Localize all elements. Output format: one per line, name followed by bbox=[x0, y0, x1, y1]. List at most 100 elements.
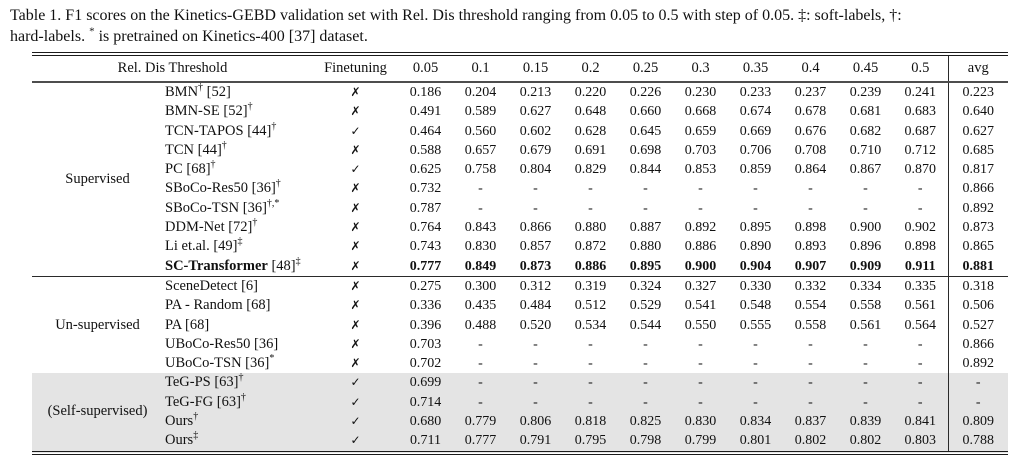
check-icon: ✓ bbox=[350, 375, 361, 390]
col-header-0.5: 0.5 bbox=[893, 54, 948, 83]
col-header-0.1: 0.1 bbox=[453, 54, 508, 83]
score-cell: 0.711 bbox=[410, 433, 441, 449]
table-row: DDM-Net [72]† ✗ 0.764 0.843 0.866 0.880 0.887 0… bbox=[32, 217, 1008, 238]
score-cell: 0.680 bbox=[409, 414, 442, 430]
score-cell: 0.233 bbox=[739, 85, 772, 100]
score-cell: 0.681 bbox=[849, 104, 882, 120]
score-cell: 0.896 bbox=[849, 239, 882, 255]
col-header-0.05: 0.05 bbox=[398, 54, 453, 83]
score-cell: 0.529 bbox=[629, 298, 662, 314]
score-cell: - bbox=[643, 336, 648, 352]
score-cell: 0.484 bbox=[519, 298, 552, 314]
cross-icon: ✗ bbox=[350, 220, 361, 235]
avg-score-cell: 0.809 bbox=[947, 412, 1008, 432]
score-cell: 0.710 bbox=[849, 142, 882, 158]
method-superscript: † bbox=[247, 101, 253, 113]
score-cell: 0.804 bbox=[519, 162, 552, 178]
score-cell: 0.683 bbox=[904, 104, 937, 120]
table-row: UBoCo-Res50 [36] ✗ 0.703 - - - - - - - - - 0.866 bbox=[32, 334, 1008, 355]
score-cell: 0.669 bbox=[739, 123, 772, 139]
cross-icon: ✗ bbox=[350, 239, 361, 254]
score-cell: 0.802 bbox=[849, 433, 882, 449]
score-cell: 0.674 bbox=[739, 104, 772, 120]
score-cell: 0.837 bbox=[794, 414, 827, 430]
method-label: Ours† bbox=[165, 411, 199, 430]
avg-score-cell: 0.892 bbox=[947, 198, 1008, 219]
score-cell: 0.628 bbox=[574, 123, 607, 139]
method-label: DDM-Net [72]† bbox=[165, 217, 258, 236]
avg-score-cell: 0.873 bbox=[947, 218, 1008, 238]
score-cell: - bbox=[808, 394, 813, 410]
score-cell: - bbox=[643, 394, 648, 410]
score-cell: - bbox=[917, 356, 923, 372]
score-cell: 0.743 bbox=[409, 239, 442, 255]
score-cell: 0.239 bbox=[849, 85, 882, 100]
col-header-0.2: 0.2 bbox=[563, 54, 618, 83]
score-cell: 0.682 bbox=[849, 123, 882, 139]
score-cell: 0.561 bbox=[904, 298, 937, 314]
table-row: SC-Transformer [48]‡ ✗ 0.777 0.849 0.873 0.88… bbox=[32, 256, 1008, 277]
score-cell: - bbox=[588, 394, 593, 410]
score-cell: - bbox=[698, 181, 703, 197]
table-row: Ours‡ ✓ 0.711 0.777 0.791 0.795 0.798 0.799 0.80… bbox=[32, 431, 1008, 453]
score-cell: - bbox=[753, 200, 758, 216]
score-cell: - bbox=[478, 200, 483, 216]
score-cell: 0.220 bbox=[574, 85, 607, 100]
method-superscript: † bbox=[238, 372, 244, 384]
score-cell: - bbox=[478, 181, 483, 197]
score-cell: - bbox=[808, 375, 813, 391]
score-cell: - bbox=[533, 394, 538, 410]
score-cell: - bbox=[588, 200, 593, 216]
avg-score-cell: 0.685 bbox=[947, 140, 1008, 161]
score-cell: - bbox=[533, 181, 538, 197]
cross-icon: ✗ bbox=[313, 275, 398, 297]
score-cell: 0.795 bbox=[574, 433, 607, 449]
score-cell: 0.777 bbox=[464, 433, 497, 449]
cross-icon: ✗ bbox=[350, 317, 361, 332]
score-cell: - bbox=[863, 394, 868, 410]
method-label: SBoCo-Res50 [36]† bbox=[165, 178, 281, 197]
score-cell: 0.712 bbox=[904, 142, 937, 158]
group-label: Supervised bbox=[65, 170, 130, 187]
score-cell: 0.849 bbox=[464, 258, 497, 274]
header-row: Rel. Dis Threshold Finetuning 0.05 0.1 0… bbox=[32, 54, 1008, 83]
score-cell: - bbox=[917, 394, 923, 410]
score-cell: 0.841 bbox=[904, 414, 937, 430]
score-cell: 0.829 bbox=[574, 162, 607, 178]
table-header: Rel. Dis Threshold Finetuning 0.05 0.1 0… bbox=[32, 54, 1008, 83]
score-cell: 0.602 bbox=[519, 123, 552, 139]
score-cell: 0.900 bbox=[849, 220, 882, 236]
score-cell: 0.870 bbox=[904, 162, 937, 178]
score-cell: - bbox=[588, 181, 593, 197]
score-cell: 0.558 bbox=[849, 298, 882, 314]
col-header-0.15: 0.15 bbox=[508, 54, 563, 83]
group-label: Un-supervised bbox=[32, 275, 163, 374]
results-table: Rel. Dis Threshold Finetuning 0.05 0.1 0… bbox=[32, 52, 1008, 455]
score-cell: 0.657 bbox=[464, 142, 497, 158]
method-label: TCN-TAPOS [44]† bbox=[165, 120, 277, 139]
col-header-avg: avg bbox=[947, 54, 1008, 83]
score-cell: 0.204 bbox=[464, 85, 497, 100]
score-cell: 0.900 bbox=[684, 258, 717, 274]
table-row: PA - Random [68] ✗ 0.336 0.435 0.484 0.512 0.5… bbox=[32, 296, 1008, 316]
score-cell: 0.866 bbox=[519, 220, 552, 236]
score-cell: 0.544 bbox=[629, 317, 662, 333]
table-row: TCN [44]† ✗ 0.588 0.657 0.679 0.691 0.698 0.703… bbox=[32, 140, 1008, 161]
score-cell: - bbox=[588, 356, 593, 372]
score-cell: 0.890 bbox=[739, 239, 772, 255]
score-cell: - bbox=[533, 200, 538, 216]
score-cell: - bbox=[478, 336, 483, 352]
score-cell: 0.791 bbox=[519, 433, 552, 449]
score-cell: 0.779 bbox=[464, 414, 497, 430]
score-cell: 0.787 bbox=[409, 200, 442, 216]
score-cell: 0.237 bbox=[794, 85, 827, 100]
score-cell: - bbox=[698, 394, 703, 410]
cross-icon: ✗ bbox=[350, 336, 361, 351]
score-cell: 0.319 bbox=[563, 275, 618, 297]
col-header-0.25: 0.25 bbox=[618, 54, 673, 83]
score-cell: 0.226 bbox=[629, 85, 662, 100]
score-cell: 0.886 bbox=[684, 239, 717, 255]
table-row: PA [68] ✗ 0.396 0.488 0.520 0.534 0.544 0.550 0.… bbox=[32, 315, 1008, 335]
score-cell: - bbox=[643, 200, 648, 216]
score-cell: 0.558 bbox=[794, 317, 827, 333]
